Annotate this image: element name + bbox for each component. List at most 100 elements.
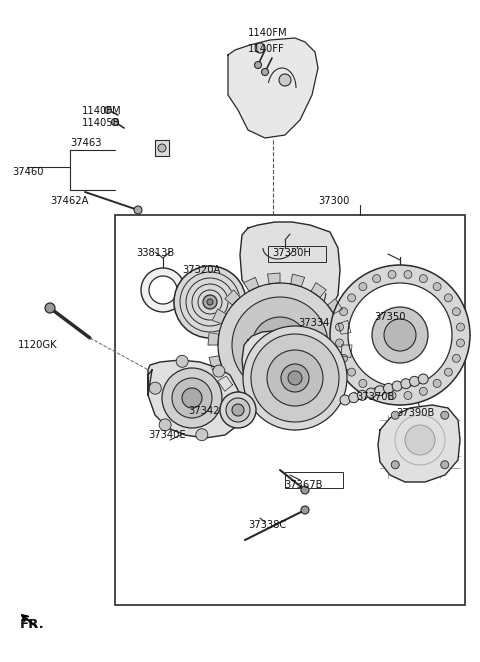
- Polygon shape: [212, 309, 226, 324]
- Circle shape: [255, 43, 265, 53]
- Polygon shape: [209, 355, 222, 369]
- Text: 33813B: 33813B: [136, 248, 174, 258]
- Circle shape: [340, 354, 348, 362]
- Circle shape: [134, 206, 142, 214]
- Circle shape: [251, 334, 339, 422]
- Circle shape: [172, 378, 212, 418]
- Circle shape: [213, 365, 225, 377]
- Bar: [155, 140, 169, 156]
- Polygon shape: [334, 366, 348, 381]
- Polygon shape: [240, 222, 340, 318]
- Text: 37342: 37342: [188, 406, 219, 416]
- Circle shape: [111, 118, 119, 126]
- Text: 37338C: 37338C: [248, 520, 286, 530]
- Circle shape: [267, 350, 323, 406]
- Circle shape: [405, 425, 435, 455]
- Circle shape: [392, 381, 402, 391]
- Circle shape: [348, 393, 359, 402]
- Circle shape: [252, 317, 308, 373]
- Circle shape: [336, 323, 344, 331]
- Circle shape: [273, 338, 287, 352]
- Circle shape: [372, 275, 381, 283]
- Circle shape: [404, 391, 412, 399]
- Circle shape: [388, 391, 396, 399]
- Polygon shape: [255, 403, 269, 416]
- Circle shape: [301, 486, 309, 494]
- Text: 37462A: 37462A: [50, 196, 88, 206]
- Circle shape: [232, 404, 244, 416]
- Text: 11405B: 11405B: [82, 118, 120, 128]
- Text: 37370B: 37370B: [356, 392, 395, 402]
- Circle shape: [279, 74, 291, 86]
- Text: 1120GK: 1120GK: [18, 340, 58, 350]
- Circle shape: [158, 144, 166, 152]
- Polygon shape: [244, 277, 259, 291]
- Circle shape: [452, 308, 460, 316]
- Circle shape: [162, 368, 222, 428]
- Text: 37460: 37460: [12, 167, 44, 177]
- Circle shape: [441, 411, 449, 419]
- Circle shape: [340, 395, 350, 405]
- Polygon shape: [327, 299, 342, 314]
- Circle shape: [226, 398, 250, 422]
- Circle shape: [384, 319, 416, 351]
- Polygon shape: [378, 405, 460, 482]
- Circle shape: [203, 295, 217, 309]
- Text: 1140FF: 1140FF: [248, 44, 285, 54]
- Polygon shape: [225, 290, 240, 305]
- Circle shape: [174, 266, 246, 338]
- Circle shape: [220, 392, 256, 428]
- Circle shape: [336, 339, 344, 347]
- Circle shape: [348, 368, 356, 376]
- Polygon shape: [228, 38, 318, 138]
- Circle shape: [444, 368, 452, 376]
- Circle shape: [218, 283, 342, 407]
- Text: 1140FM: 1140FM: [248, 28, 288, 38]
- Circle shape: [391, 411, 399, 419]
- Text: 37463: 37463: [70, 138, 101, 148]
- Circle shape: [232, 297, 328, 393]
- Circle shape: [105, 107, 111, 113]
- Circle shape: [348, 294, 356, 302]
- Circle shape: [456, 339, 465, 347]
- Circle shape: [243, 326, 347, 430]
- Circle shape: [452, 354, 460, 362]
- Polygon shape: [341, 345, 352, 357]
- Circle shape: [196, 429, 208, 441]
- Circle shape: [433, 379, 441, 387]
- Circle shape: [404, 271, 412, 279]
- Polygon shape: [242, 330, 340, 420]
- Circle shape: [223, 402, 235, 414]
- Text: 1140FM: 1140FM: [82, 106, 121, 116]
- Circle shape: [262, 68, 268, 75]
- Text: 37320A: 37320A: [182, 265, 220, 275]
- Circle shape: [141, 268, 185, 312]
- Circle shape: [441, 461, 449, 469]
- Circle shape: [330, 265, 470, 405]
- Bar: [268, 246, 326, 262]
- Circle shape: [456, 323, 465, 331]
- Circle shape: [159, 419, 171, 431]
- Polygon shape: [208, 332, 219, 345]
- Circle shape: [366, 388, 376, 398]
- Text: 37340E: 37340E: [148, 430, 186, 440]
- Circle shape: [149, 382, 161, 394]
- Circle shape: [207, 299, 213, 305]
- Text: 37367B: 37367B: [284, 480, 323, 490]
- Circle shape: [281, 364, 309, 392]
- Text: 37334: 37334: [298, 318, 329, 328]
- Circle shape: [420, 275, 427, 283]
- Circle shape: [340, 308, 348, 316]
- Circle shape: [401, 379, 411, 389]
- Polygon shape: [311, 283, 326, 297]
- Circle shape: [359, 379, 367, 387]
- Circle shape: [348, 283, 452, 387]
- Text: 37330H: 37330H: [272, 248, 311, 258]
- Circle shape: [149, 276, 177, 304]
- Circle shape: [288, 371, 302, 385]
- Circle shape: [418, 374, 428, 384]
- Polygon shape: [338, 320, 351, 334]
- Circle shape: [254, 62, 262, 68]
- Circle shape: [388, 271, 396, 279]
- Circle shape: [444, 294, 452, 302]
